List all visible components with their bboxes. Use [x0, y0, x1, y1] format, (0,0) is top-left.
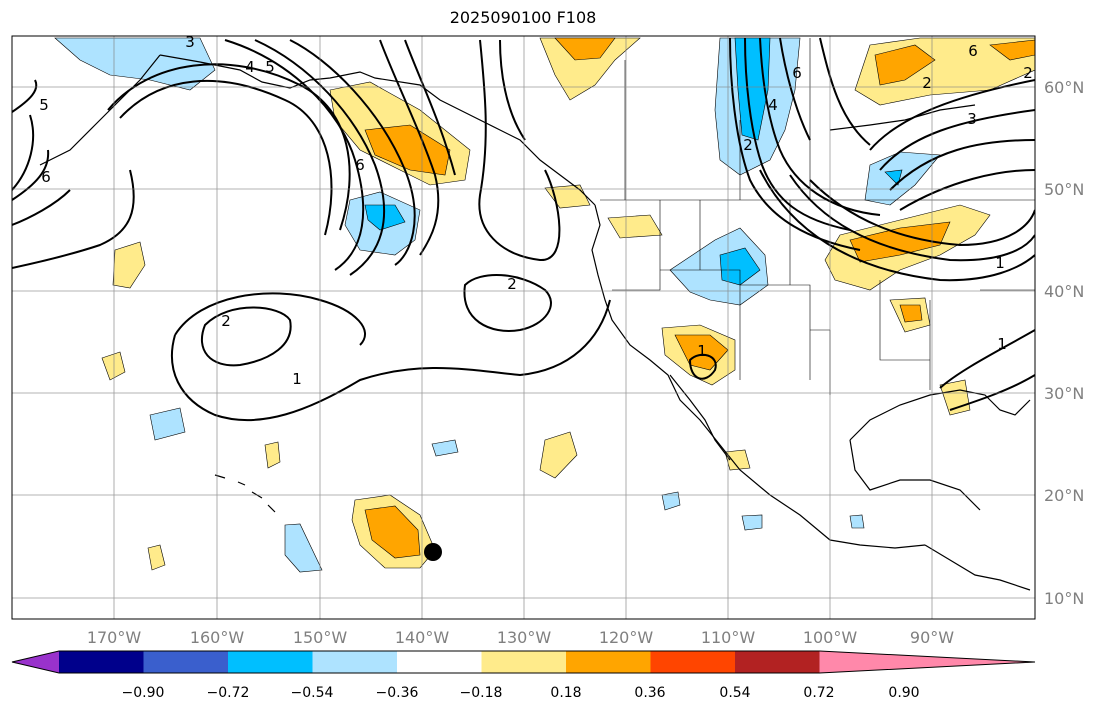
lon-label: 120°W	[599, 628, 654, 647]
longitude-labels: 170°W 160°W 150°W 140°W 130°W 120°W 110°…	[87, 628, 954, 647]
lon-label: 110°W	[701, 628, 756, 647]
lat-label: 10°N	[1044, 589, 1084, 608]
colorbar-tick-label: −0.18	[460, 685, 503, 701]
contour-label: 6	[792, 64, 802, 82]
lon-label: 90°W	[910, 628, 954, 647]
colorbar-ticks: −0.90 −0.72 −0.54 −0.36 −0.18 0.18 0.36 …	[122, 685, 920, 701]
colorbar-tick-label: −0.54	[291, 685, 334, 701]
contour-label: 2	[743, 136, 753, 154]
colorbar-segment	[481, 651, 567, 673]
contour-label: 3	[185, 33, 195, 51]
lon-label: 100°W	[803, 628, 858, 647]
contour-label: 4	[245, 58, 255, 76]
lon-label: 130°W	[497, 628, 552, 647]
contour-label: 6	[41, 168, 51, 186]
contour-label: 1	[995, 254, 1005, 272]
lon-label: 160°W	[190, 628, 245, 647]
contour-label: 4	[768, 96, 778, 114]
colorbar-tick-label: −0.90	[122, 685, 165, 701]
colorbar-extend-max	[819, 651, 1035, 673]
colorbar-segment	[735, 651, 820, 673]
contour-label: 2	[922, 74, 932, 92]
lat-label: 20°N	[1044, 486, 1084, 505]
contour-label: 5	[39, 96, 49, 114]
map-background	[12, 36, 1035, 619]
colorbar-segment	[228, 651, 313, 673]
colorbar-tick-label: −0.36	[376, 685, 419, 701]
anomaly-fills	[54, 37, 1035, 573]
contour-label: 6	[355, 156, 365, 174]
contour-label: 5	[265, 58, 275, 76]
contour-label: 2	[221, 312, 231, 330]
contour-label: 2	[507, 275, 517, 293]
map-title: 2025090100 F108	[449, 8, 597, 27]
lat-label: 50°N	[1044, 180, 1084, 199]
colorbar-segment	[59, 651, 144, 673]
lon-label: 170°W	[87, 628, 142, 647]
lat-label: 30°N	[1044, 384, 1084, 403]
colorbar-outline	[11, 650, 1036, 674]
contour-label: 3	[967, 110, 977, 128]
contour-label: 1	[697, 342, 707, 360]
colorbar-tick-label: 0.18	[550, 685, 581, 701]
lon-label: 140°W	[395, 628, 450, 647]
colorbar-segment	[397, 651, 482, 673]
lat-label: 60°N	[1044, 78, 1084, 97]
lon-label: 150°W	[293, 628, 348, 647]
height-contours	[12, 37, 1035, 422]
colorbar-segment	[143, 651, 229, 673]
colorbar-tick-label: −0.72	[207, 685, 250, 701]
contour-label: 6	[968, 42, 978, 60]
contour-label: 1	[997, 335, 1007, 353]
storm-center-marker	[424, 543, 442, 561]
latitude-labels: 60°N 50°N 40°N 30°N 20°N 10°N	[1044, 78, 1084, 608]
colorbar	[11, 650, 1036, 674]
colorbar-tick-label: 0.54	[719, 685, 750, 701]
colorbar-segment	[650, 651, 736, 673]
contour-label: 1	[292, 370, 302, 388]
colorbar-tick-label: 0.36	[634, 685, 665, 701]
gridlines	[12, 36, 1035, 619]
lat-label: 40°N	[1044, 282, 1084, 301]
colorbar-tick-label: 0.90	[888, 685, 919, 701]
colorbar-segment	[312, 651, 398, 673]
colorbar-extend-min	[12, 651, 59, 673]
state-borders	[600, 38, 1035, 395]
colorbar-segment	[566, 651, 651, 673]
map-frame	[11, 35, 1036, 620]
contour-label: 2	[1023, 64, 1033, 82]
colorbar-tick-label: 0.72	[803, 685, 834, 701]
